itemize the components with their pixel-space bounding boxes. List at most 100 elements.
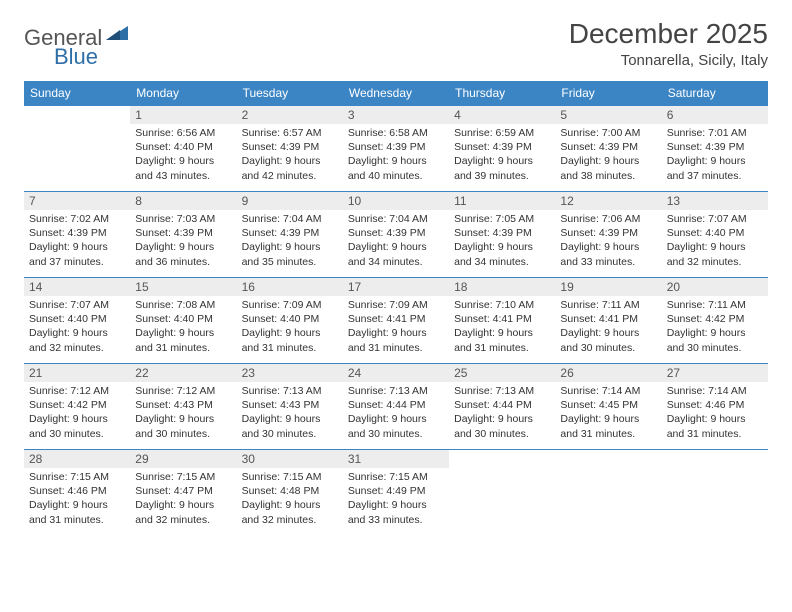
day-details: Sunrise: 7:15 AMSunset: 4:48 PMDaylight:… — [237, 468, 343, 531]
weekday-header: Thursday — [449, 81, 555, 106]
sunrise-line: Sunrise: 7:04 AM — [242, 212, 338, 226]
calendar-cell: 22Sunrise: 7:12 AMSunset: 4:43 PMDayligh… — [130, 364, 236, 450]
logo-blue: Blue — [54, 44, 98, 69]
day-number: 11 — [449, 192, 555, 210]
calendar-cell — [555, 450, 661, 536]
sunset-line: Sunset: 4:41 PM — [348, 312, 444, 326]
daylight-line: Daylight: 9 hours and 38 minutes. — [560, 154, 656, 182]
daylight-line: Daylight: 9 hours and 42 minutes. — [242, 154, 338, 182]
calendar-cell: 20Sunrise: 7:11 AMSunset: 4:42 PMDayligh… — [662, 278, 768, 364]
sunrise-line: Sunrise: 7:11 AM — [560, 298, 656, 312]
daylight-line: Daylight: 9 hours and 33 minutes. — [348, 498, 444, 526]
day-number: 16 — [237, 278, 343, 296]
day-details: Sunrise: 7:05 AMSunset: 4:39 PMDaylight:… — [449, 210, 555, 273]
calendar-cell: 3Sunrise: 6:58 AMSunset: 4:39 PMDaylight… — [343, 106, 449, 192]
day-number: 14 — [24, 278, 130, 296]
calendar-head: SundayMondayTuesdayWednesdayThursdayFrid… — [24, 81, 768, 106]
day-details: Sunrise: 7:02 AMSunset: 4:39 PMDaylight:… — [24, 210, 130, 273]
sunset-line: Sunset: 4:43 PM — [242, 398, 338, 412]
sunset-line: Sunset: 4:46 PM — [667, 398, 763, 412]
day-details: Sunrise: 7:14 AMSunset: 4:45 PMDaylight:… — [555, 382, 661, 445]
daylight-line: Daylight: 9 hours and 31 minutes. — [454, 326, 550, 354]
day-number: 25 — [449, 364, 555, 382]
sunset-line: Sunset: 4:39 PM — [29, 226, 125, 240]
sunset-line: Sunset: 4:42 PM — [29, 398, 125, 412]
day-number: 21 — [24, 364, 130, 382]
day-number: 13 — [662, 192, 768, 210]
daylight-line: Daylight: 9 hours and 35 minutes. — [242, 240, 338, 268]
day-details: Sunrise: 7:15 AMSunset: 4:47 PMDaylight:… — [130, 468, 236, 531]
sunrise-line: Sunrise: 7:15 AM — [242, 470, 338, 484]
sunset-line: Sunset: 4:39 PM — [242, 140, 338, 154]
day-number: 18 — [449, 278, 555, 296]
day-number: 3 — [343, 106, 449, 124]
day-number: 31 — [343, 450, 449, 468]
day-details: Sunrise: 7:07 AMSunset: 4:40 PMDaylight:… — [24, 296, 130, 359]
sunrise-line: Sunrise: 7:09 AM — [242, 298, 338, 312]
daylight-line: Daylight: 9 hours and 31 minutes. — [135, 326, 231, 354]
calendar-cell — [662, 450, 768, 536]
sunset-line: Sunset: 4:39 PM — [560, 140, 656, 154]
daylight-line: Daylight: 9 hours and 39 minutes. — [454, 154, 550, 182]
day-number: 4 — [449, 106, 555, 124]
daylight-line: Daylight: 9 hours and 30 minutes. — [135, 412, 231, 440]
daylight-line: Daylight: 9 hours and 30 minutes. — [667, 326, 763, 354]
calendar-cell — [24, 106, 130, 192]
daylight-line: Daylight: 9 hours and 30 minutes. — [454, 412, 550, 440]
day-number: 2 — [237, 106, 343, 124]
sunrise-line: Sunrise: 7:04 AM — [348, 212, 444, 226]
calendar-cell: 2Sunrise: 6:57 AMSunset: 4:39 PMDaylight… — [237, 106, 343, 192]
sunrise-line: Sunrise: 7:01 AM — [667, 126, 763, 140]
sunset-line: Sunset: 4:41 PM — [560, 312, 656, 326]
calendar-cell: 19Sunrise: 7:11 AMSunset: 4:41 PMDayligh… — [555, 278, 661, 364]
calendar-cell: 27Sunrise: 7:14 AMSunset: 4:46 PMDayligh… — [662, 364, 768, 450]
calendar-cell: 10Sunrise: 7:04 AMSunset: 4:39 PMDayligh… — [343, 192, 449, 278]
daylight-line: Daylight: 9 hours and 33 minutes. — [560, 240, 656, 268]
day-details: Sunrise: 7:13 AMSunset: 4:44 PMDaylight:… — [449, 382, 555, 445]
calendar-cell: 17Sunrise: 7:09 AMSunset: 4:41 PMDayligh… — [343, 278, 449, 364]
day-number: 26 — [555, 364, 661, 382]
day-details: Sunrise: 7:06 AMSunset: 4:39 PMDaylight:… — [555, 210, 661, 273]
day-number: 30 — [237, 450, 343, 468]
calendar-cell: 28Sunrise: 7:15 AMSunset: 4:46 PMDayligh… — [24, 450, 130, 536]
sunrise-line: Sunrise: 7:06 AM — [560, 212, 656, 226]
day-details: Sunrise: 7:13 AMSunset: 4:43 PMDaylight:… — [237, 382, 343, 445]
daylight-line: Daylight: 9 hours and 31 minutes. — [242, 326, 338, 354]
day-details: Sunrise: 7:15 AMSunset: 4:46 PMDaylight:… — [24, 468, 130, 531]
day-details: Sunrise: 7:09 AMSunset: 4:41 PMDaylight:… — [343, 296, 449, 359]
sunset-line: Sunset: 4:45 PM — [560, 398, 656, 412]
daylight-line: Daylight: 9 hours and 30 minutes. — [29, 412, 125, 440]
day-number: 10 — [343, 192, 449, 210]
sunrise-line: Sunrise: 6:59 AM — [454, 126, 550, 140]
logo-blue-wrap: Blue — [24, 44, 98, 70]
day-number: 12 — [555, 192, 661, 210]
day-details: Sunrise: 7:01 AMSunset: 4:39 PMDaylight:… — [662, 124, 768, 187]
daylight-line: Daylight: 9 hours and 34 minutes. — [348, 240, 444, 268]
sunrise-line: Sunrise: 7:13 AM — [242, 384, 338, 398]
day-details: Sunrise: 7:07 AMSunset: 4:40 PMDaylight:… — [662, 210, 768, 273]
day-number: 1 — [130, 106, 236, 124]
calendar-cell: 9Sunrise: 7:04 AMSunset: 4:39 PMDaylight… — [237, 192, 343, 278]
daylight-line: Daylight: 9 hours and 43 minutes. — [135, 154, 231, 182]
sunset-line: Sunset: 4:39 PM — [454, 140, 550, 154]
daylight-line: Daylight: 9 hours and 32 minutes. — [242, 498, 338, 526]
sunrise-line: Sunrise: 7:09 AM — [348, 298, 444, 312]
calendar-cell: 15Sunrise: 7:08 AMSunset: 4:40 PMDayligh… — [130, 278, 236, 364]
day-details: Sunrise: 7:11 AMSunset: 4:41 PMDaylight:… — [555, 296, 661, 359]
calendar-cell: 29Sunrise: 7:15 AMSunset: 4:47 PMDayligh… — [130, 450, 236, 536]
daylight-line: Daylight: 9 hours and 31 minutes. — [348, 326, 444, 354]
daylight-line: Daylight: 9 hours and 40 minutes. — [348, 154, 444, 182]
sunrise-line: Sunrise: 7:15 AM — [348, 470, 444, 484]
logo-triangle-icon — [106, 24, 128, 45]
header: General December 2025 Tonnarella, Sicily… — [24, 18, 768, 69]
sunrise-line: Sunrise: 7:07 AM — [29, 298, 125, 312]
day-number: 7 — [24, 192, 130, 210]
day-details: Sunrise: 7:11 AMSunset: 4:42 PMDaylight:… — [662, 296, 768, 359]
weekday-row: SundayMondayTuesdayWednesdayThursdayFrid… — [24, 81, 768, 106]
day-number: 6 — [662, 106, 768, 124]
weekday-header: Sunday — [24, 81, 130, 106]
day-details: Sunrise: 7:03 AMSunset: 4:39 PMDaylight:… — [130, 210, 236, 273]
sunrise-line: Sunrise: 7:14 AM — [560, 384, 656, 398]
calendar-row: 14Sunrise: 7:07 AMSunset: 4:40 PMDayligh… — [24, 278, 768, 364]
day-details: Sunrise: 7:14 AMSunset: 4:46 PMDaylight:… — [662, 382, 768, 445]
